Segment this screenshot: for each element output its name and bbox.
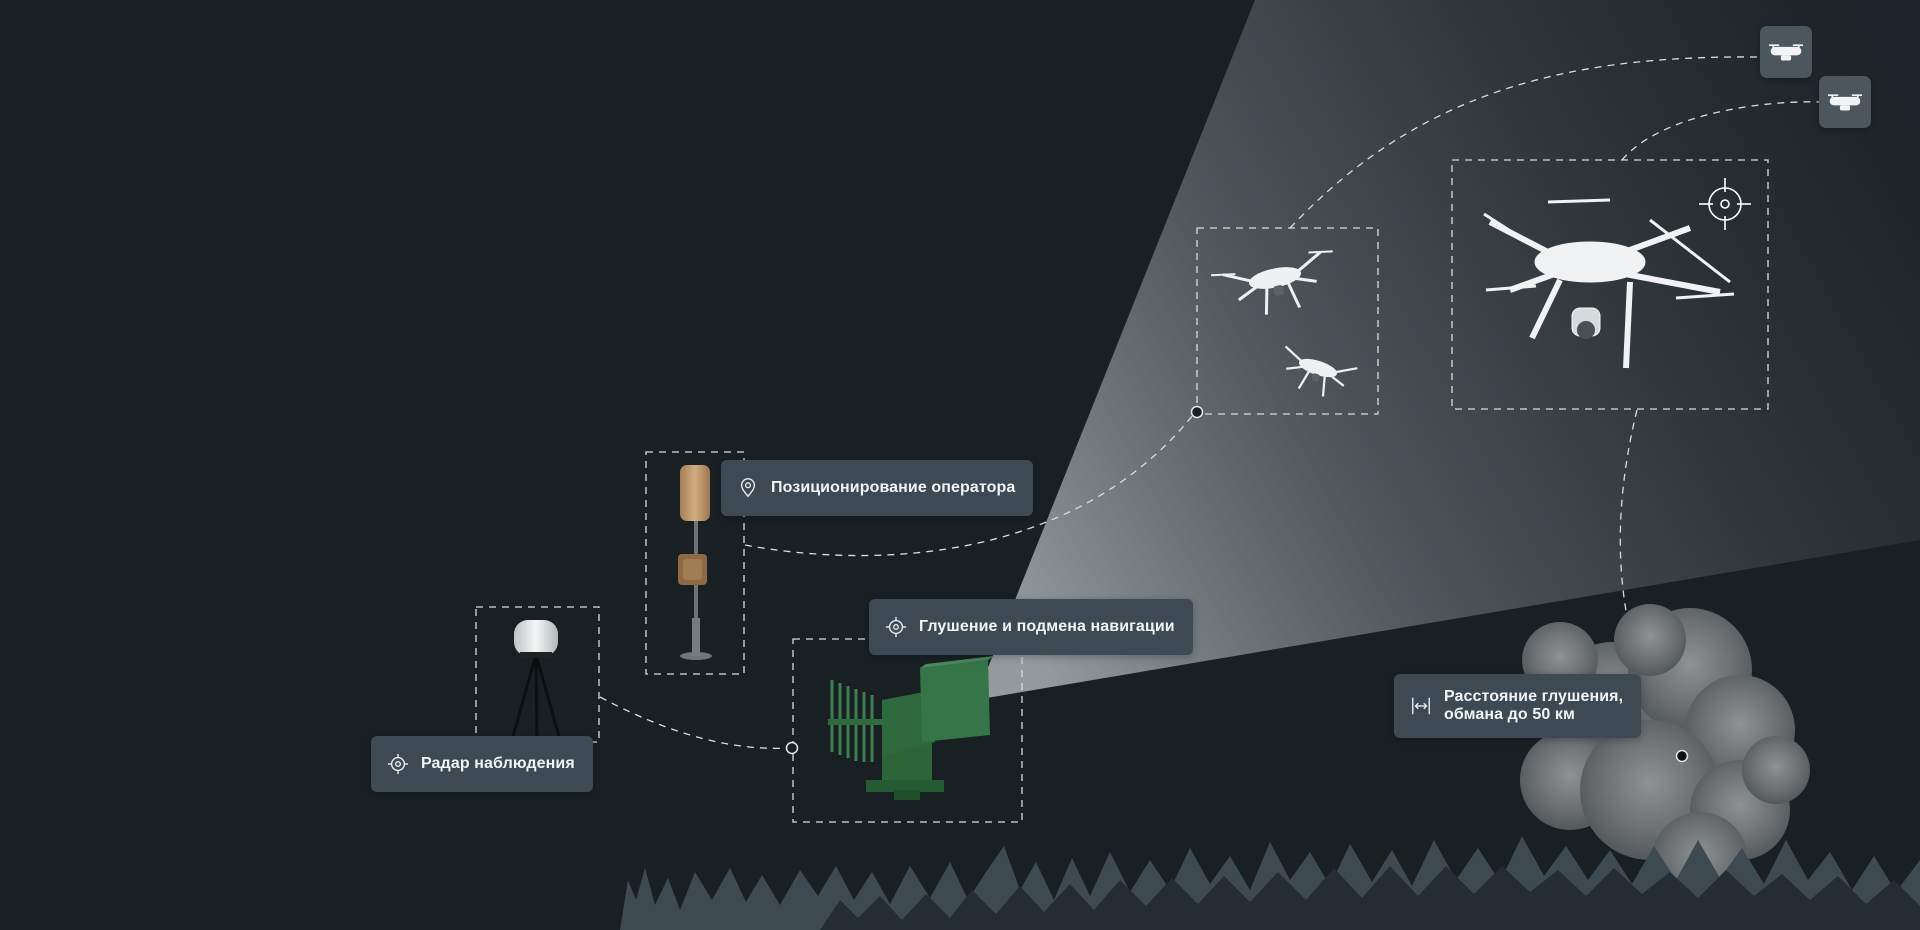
connector-dot-swarm — [1190, 405, 1204, 419]
jamming-range-text-line2: обмана до 50 км — [1444, 706, 1575, 723]
jamming-beam — [975, 0, 1920, 700]
jamming-range-text-line1: Расстояние глушения, — [1444, 688, 1624, 705]
jamming-spoofing-label: Глушение и подмена навигации — [869, 599, 1193, 655]
connector-dot-impact — [1675, 749, 1689, 763]
forest-silhouette — [620, 836, 1920, 930]
jamming-spoofing-text: Глушение и подмена навигации — [919, 618, 1175, 635]
target-drone — [1483, 198, 1735, 369]
jammer-device — [828, 656, 994, 800]
operator-sensor-frame — [645, 451, 745, 675]
operator-positioning-device — [678, 465, 712, 660]
target-icon — [387, 753, 409, 775]
jamming-range-label: Расстояние глушения, обмана до 50 км — [1394, 674, 1642, 738]
crosshair-icon — [1699, 178, 1751, 230]
operator-positioning-label: Позиционирование оператора — [721, 460, 1034, 516]
surveillance-radar-device — [510, 620, 562, 741]
drone-swarm-frame — [1196, 227, 1379, 415]
location-pin-icon — [740, 478, 756, 498]
operator-positioning-text: Позиционирование оператора — [771, 479, 1016, 496]
connector-dot-jammer — [785, 741, 799, 755]
radar-frame — [475, 606, 600, 743]
target-icon — [885, 616, 907, 638]
arrows-horizontal-icon — [1412, 697, 1430, 715]
surveillance-radar-text: Радар наблюдения — [421, 755, 575, 772]
drone-chip-1 — [1760, 26, 1812, 78]
target-drone-frame — [1451, 159, 1769, 410]
drone-chip-2 — [1819, 76, 1871, 128]
drone-icon — [1769, 44, 1803, 62]
drone-icon — [1828, 94, 1862, 112]
jammer-frame — [792, 638, 1023, 823]
drone-swarm — [1210, 250, 1358, 397]
surveillance-radar-label: Радар наблюдения — [371, 736, 593, 792]
